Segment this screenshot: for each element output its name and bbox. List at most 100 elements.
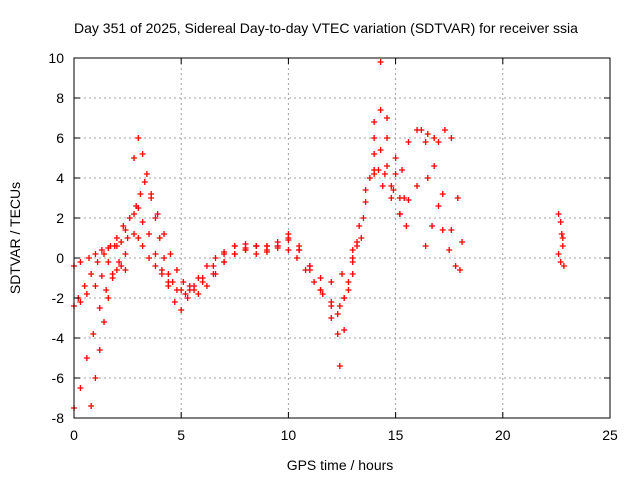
data-point xyxy=(328,315,335,321)
data-point xyxy=(354,239,361,245)
data-point xyxy=(293,255,300,261)
data-point xyxy=(560,263,567,269)
data-point xyxy=(328,299,335,305)
x-tick-label: 20 xyxy=(495,427,511,443)
data-point xyxy=(555,251,562,257)
data-point xyxy=(454,195,461,201)
data-point xyxy=(341,295,348,301)
series-track-e xyxy=(88,239,361,409)
series-track-b xyxy=(71,59,463,411)
data-point xyxy=(317,287,324,293)
data-point xyxy=(306,263,313,269)
data-point xyxy=(414,183,421,189)
axis-ticks: 0 5 10 15 20 25 -8 -6 -4 -2 0 2 4 6 8 10 xyxy=(48,50,618,443)
data-point xyxy=(92,251,99,257)
y-tick-label: 4 xyxy=(56,170,64,186)
data-point xyxy=(135,235,142,241)
data-point xyxy=(203,283,210,289)
data-point xyxy=(152,263,159,269)
data-point xyxy=(274,245,281,251)
data-point xyxy=(439,191,446,197)
data-point xyxy=(311,279,318,285)
data-point xyxy=(435,203,442,209)
data-point xyxy=(146,231,153,237)
data-point xyxy=(371,151,378,157)
data-point xyxy=(186,287,193,293)
data-point xyxy=(392,171,399,177)
data-point xyxy=(242,247,249,253)
data-point xyxy=(212,255,219,261)
data-point xyxy=(83,291,90,297)
data-point xyxy=(274,239,281,245)
data-point xyxy=(173,287,180,293)
data-point xyxy=(384,163,391,169)
data-point xyxy=(122,227,129,233)
data-point xyxy=(113,235,120,241)
x-tick-label: 25 xyxy=(602,427,618,443)
y-tick-label: -2 xyxy=(52,290,65,306)
data-point xyxy=(158,271,165,277)
data-point xyxy=(349,259,356,265)
data-point xyxy=(424,131,431,137)
data-point xyxy=(388,195,395,201)
data-point xyxy=(418,127,425,133)
data-point xyxy=(81,283,88,289)
data-point xyxy=(456,267,463,273)
data-point xyxy=(405,197,412,203)
data-point xyxy=(459,239,466,245)
data-point xyxy=(195,275,202,281)
data-point xyxy=(371,119,378,125)
data-point xyxy=(441,127,448,133)
data-point xyxy=(319,291,326,297)
data-point xyxy=(339,271,345,277)
data-point xyxy=(203,263,210,269)
data-point xyxy=(429,223,436,229)
data-point xyxy=(92,375,99,381)
data-point xyxy=(559,243,566,249)
data-point xyxy=(285,237,292,243)
data-point xyxy=(341,327,348,333)
data-point xyxy=(116,259,123,265)
data-point xyxy=(83,355,90,361)
data-point xyxy=(120,223,127,229)
data-point xyxy=(109,275,116,281)
data-point xyxy=(199,279,206,285)
data-point xyxy=(122,251,129,257)
data-point xyxy=(349,271,356,277)
data-point xyxy=(77,299,84,305)
data-point xyxy=(105,295,112,301)
data-point xyxy=(90,331,97,337)
data-point xyxy=(334,311,341,317)
grid xyxy=(74,58,610,418)
data-point xyxy=(396,211,403,217)
data-point xyxy=(231,251,238,257)
data-point xyxy=(377,59,384,65)
y-tick-label: 10 xyxy=(48,50,64,66)
y-tick-label: 0 xyxy=(56,250,64,266)
data-point xyxy=(101,251,108,257)
data-point xyxy=(118,263,125,269)
series-track-c xyxy=(71,167,403,309)
data-point xyxy=(173,267,180,273)
data-point xyxy=(557,259,564,265)
data-point xyxy=(171,299,178,305)
data-point xyxy=(422,139,429,145)
data-point xyxy=(131,155,138,161)
data-point xyxy=(77,385,84,391)
data-point xyxy=(165,279,172,285)
data-point xyxy=(182,291,189,297)
data-point xyxy=(253,251,260,257)
data-point xyxy=(366,175,373,181)
data-point xyxy=(143,171,150,177)
x-tick-label: 10 xyxy=(281,427,297,443)
data-point xyxy=(98,247,105,253)
data-point xyxy=(377,107,384,113)
series-track-a xyxy=(71,167,431,313)
data-point xyxy=(94,259,101,265)
chart-title: Day 351 of 2025, Sidereal Day-to-day VTE… xyxy=(74,20,578,36)
data-point xyxy=(152,251,159,257)
data-point xyxy=(379,183,386,189)
data-point xyxy=(431,163,438,169)
data-point xyxy=(103,287,110,293)
